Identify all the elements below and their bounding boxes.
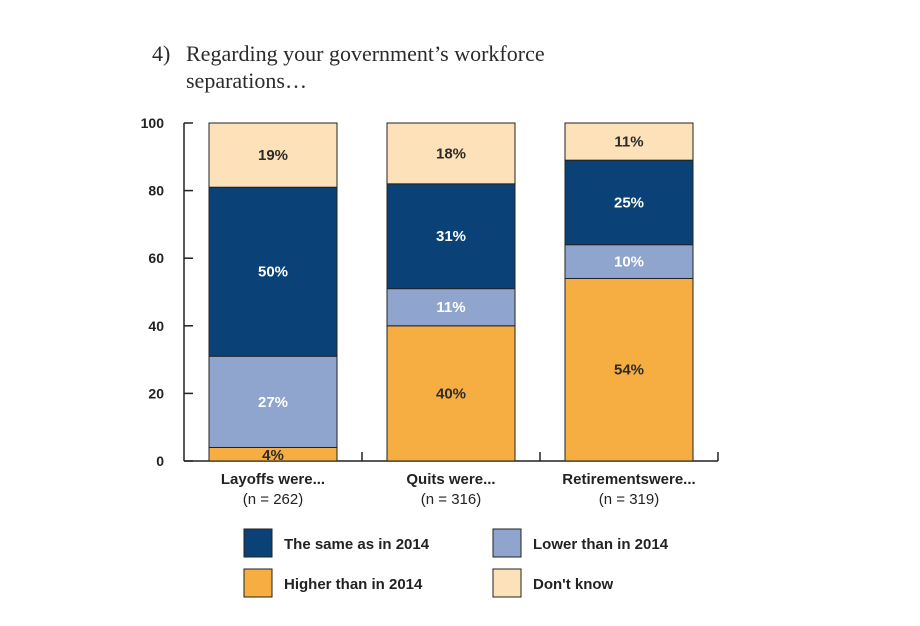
bar-segment	[564, 159, 694, 246]
bar-value-label: 40%	[436, 385, 466, 402]
bar-value-label: 11%	[436, 299, 465, 316]
title-line-2: separations…	[186, 68, 307, 93]
legend-label: Higher than in 2014	[284, 576, 423, 593]
legend-label: Don't know	[533, 576, 614, 593]
bar-segment	[564, 277, 694, 462]
y-tick-label: 60	[148, 250, 164, 266]
bar-value-label: 54%	[614, 362, 644, 379]
bar-value-label: 10%	[614, 254, 644, 271]
bar-value-label: 19%	[258, 147, 288, 164]
bar-segment	[564, 122, 694, 161]
x-category-count: (n = 319)	[599, 491, 659, 508]
x-category-label: Layoffs were...	[221, 471, 325, 488]
y-tick-label: 80	[148, 183, 164, 199]
legend-swatch	[243, 568, 273, 598]
bar-value-label: 11%	[614, 134, 643, 151]
bar-segment	[208, 186, 338, 357]
y-tick-label: 100	[141, 115, 165, 131]
x-category-label: Quits were...	[406, 471, 495, 488]
bar-segment	[208, 122, 338, 188]
bar-value-label: 27%	[258, 394, 288, 411]
question-number: 4)	[152, 41, 171, 66]
legend-swatch	[243, 528, 273, 558]
y-tick-label: 20	[148, 385, 164, 401]
x-category-count: (n = 262)	[243, 491, 303, 508]
y-tick-label: 0	[156, 453, 164, 469]
bar-segment	[386, 325, 516, 462]
legend-swatch	[492, 528, 522, 558]
bar-segment	[386, 122, 516, 185]
bar-value-label: 31%	[436, 228, 466, 245]
bar-value-label: 50%	[258, 264, 288, 281]
legend-swatch	[492, 568, 522, 598]
bar-segment	[208, 355, 338, 448]
legend-label: Lower than in 2014	[533, 536, 669, 553]
y-tick-label: 40	[148, 318, 164, 334]
bar-value-label: 18%	[436, 145, 466, 162]
bar-value-label: 4%	[262, 447, 284, 464]
x-category-label: Retirementswere...	[562, 471, 695, 488]
legend-label: The same as in 2014	[284, 536, 430, 553]
bar-value-label: 25%	[614, 194, 644, 211]
title-line-1: Regarding your government’s workforce	[186, 41, 545, 66]
bar-segment	[386, 288, 516, 327]
x-category-count: (n = 316)	[421, 491, 481, 508]
bar-segment	[386, 183, 516, 290]
